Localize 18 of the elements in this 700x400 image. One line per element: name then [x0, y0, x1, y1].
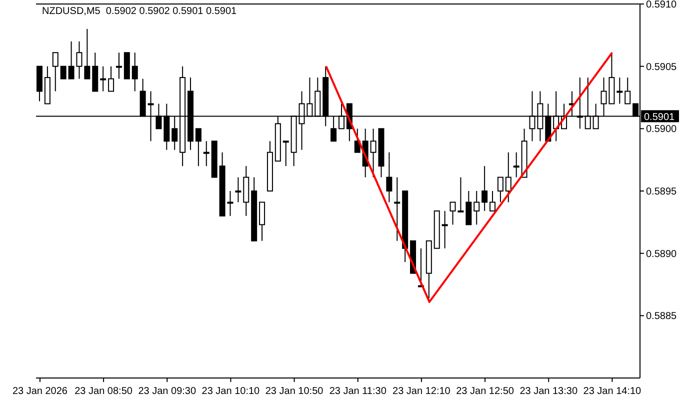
y-tick-label: 0.5885 [646, 311, 678, 322]
x-tick-label: 23 Jan 2026 [12, 386, 68, 397]
ref-line-label: 0.5901 [644, 112, 676, 124]
y-tick-label: 0.5900 [646, 124, 678, 136]
x-tick-label: 23 Jan 12:50 [456, 386, 514, 397]
y-tick-label: 0.5910 [646, 0, 678, 11]
x-tick-label: 23 Jan 12:10 [392, 386, 451, 397]
x-tick-label: 23 Jan 09:30 [138, 386, 196, 397]
x-tick-label: 23 Jan 10:10 [202, 386, 260, 397]
x-tick-label: 23 Jan 14:10 [583, 386, 642, 397]
x-tick-label: 23 Jan 10:50 [265, 386, 324, 397]
x-tick-label: 23 Jan 13:30 [520, 386, 578, 397]
x-tick-label: 23 Jan 11:30 [329, 386, 387, 397]
chart-title: NZDUSD,M5 0.5902 0.5902 0.5901 0.5901 [42, 6, 237, 17]
y-tick-label: 0.5895 [646, 186, 678, 198]
y-tick-label: 0.5890 [646, 248, 678, 260]
y-tick-label: 0.5905 [646, 62, 678, 73]
x-tick-label: 23 Jan 08:50 [74, 386, 133, 397]
